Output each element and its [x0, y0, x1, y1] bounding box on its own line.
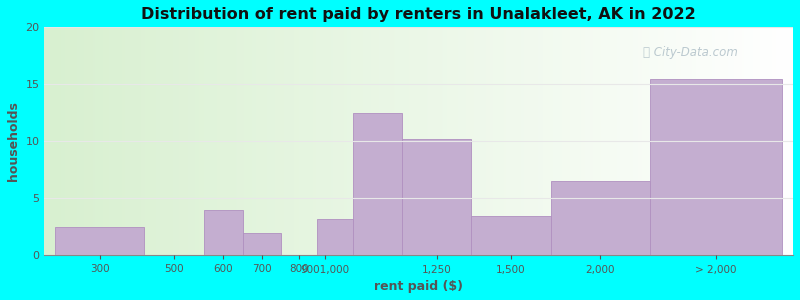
Y-axis label: households: households: [7, 101, 20, 181]
Bar: [242, 233, 281, 256]
Bar: [471, 215, 551, 256]
Bar: [650, 79, 782, 256]
Title: Distribution of rent paid by renters in Unalakleet, AK in 2022: Distribution of rent paid by renters in …: [142, 7, 696, 22]
X-axis label: rent paid ($): rent paid ($): [374, 280, 463, 293]
Bar: [317, 219, 353, 256]
Bar: [551, 181, 650, 256]
Bar: [204, 210, 242, 256]
Text: ⓘ City-Data.com: ⓘ City-Data.com: [643, 46, 738, 59]
Bar: [353, 113, 402, 256]
Bar: [402, 139, 471, 256]
Bar: [55, 227, 143, 256]
